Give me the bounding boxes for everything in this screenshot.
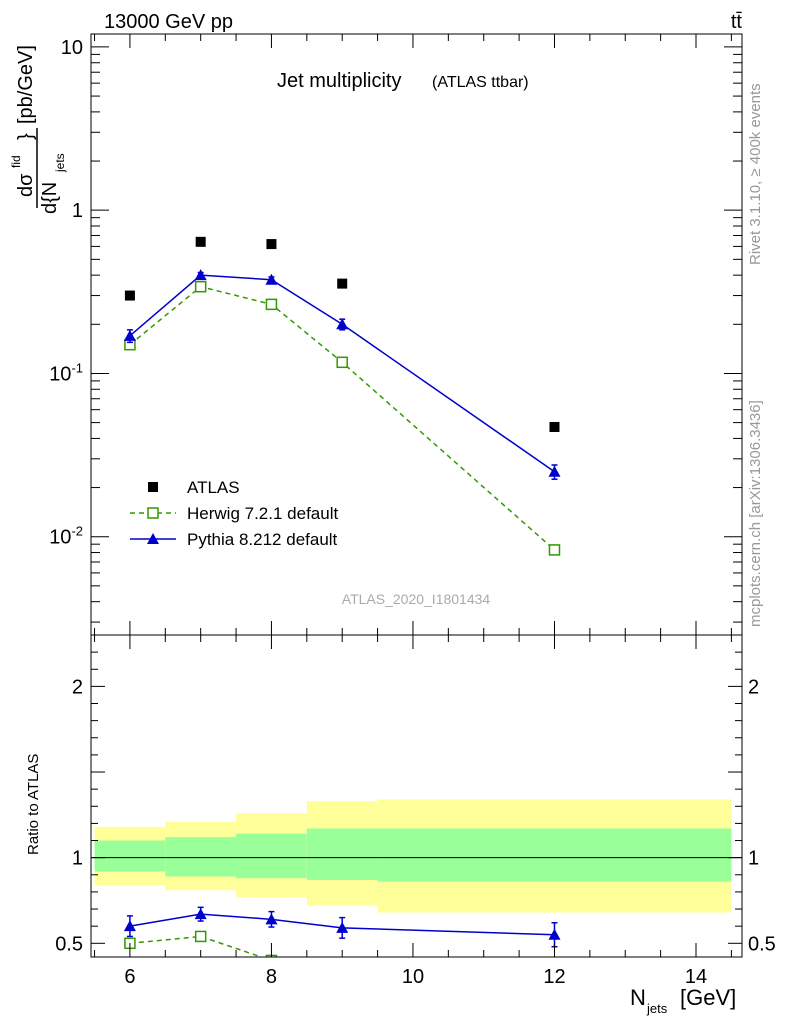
- herwig-point: [194, 280, 207, 293]
- legend-marker-pythia: [147, 533, 159, 544]
- main-y-axis-title: dσ fid d{N jets } [pb/GeV]: [9, 45, 67, 214]
- x-tick-label: 10: [402, 966, 424, 988]
- ratio-y-tick-label-right: 2: [748, 676, 759, 698]
- ratio-plot-frame: [90, 634, 743, 958]
- x-title-main: N: [630, 985, 646, 1010]
- y-title-sup: fid: [9, 155, 23, 168]
- process-label: tt̄: [731, 11, 743, 33]
- inner-uncertainty-band: [165, 837, 237, 877]
- ratio-plot-panel: 6 8 10 12 140.5 0.51 12 2: [55, 634, 776, 1003]
- legend-marker-herwig: [147, 507, 159, 519]
- y-title-units: [pb/GeV]: [15, 45, 37, 124]
- main-y-tick-label: 10-2: [49, 524, 83, 549]
- herwig-ratio-point: [337, 967, 347, 977]
- inner-uncertainty-band: [377, 828, 732, 882]
- herwig-point: [265, 298, 278, 311]
- legend-label-pythia: Pythia 8.212 default: [187, 530, 338, 549]
- legend-marker-atlas: [148, 482, 158, 492]
- main-chart-subtitle: (ATLAS ttbar): [432, 74, 529, 91]
- y-title-sub: jets: [53, 153, 67, 173]
- analysis-id-label: ATLAS_2020_I1801434: [342, 591, 491, 607]
- atlas-point: [266, 239, 277, 250]
- y-title-close: }: [15, 133, 37, 140]
- energy-label: 13000 GeV pp: [104, 11, 233, 33]
- main-plot-panel: 10-2 10-1 1 10 Jet multiplicity (ATLAS ttba…: [49, 33, 743, 636]
- legend-label-herwig: Herwig 7.2.1 default: [187, 504, 338, 523]
- pythia-point: [194, 269, 207, 281]
- herwig-ratio-line: [129, 935, 264, 957]
- ratio-y-tick-label: 2: [72, 676, 83, 698]
- main-y-tick-label: 10: [61, 37, 83, 59]
- legend: ATLAS Herwig 7.2.1 default Pythia 8.212 de…: [130, 478, 338, 549]
- main-y-tick-label: 1: [72, 200, 83, 222]
- herwig-point: [548, 544, 561, 556]
- atlas-point: [549, 421, 560, 432]
- legend-label-atlas: ATLAS: [187, 478, 240, 497]
- pythia-ratio-point: [194, 908, 207, 920]
- pythia-ratio-point: [548, 928, 561, 940]
- pythia-ratio-point: [265, 913, 278, 925]
- mcplots-label: mcplots.cern.ch [arXiv:1306.3436]: [747, 400, 764, 627]
- rivet-version-label: Rivet 3.1.10, ≥ 400k events: [747, 83, 764, 265]
- atlas-point: [195, 236, 206, 247]
- main-chart-title: Jet multiplicity: [277, 70, 401, 92]
- inner-uncertainty-band: [236, 833, 307, 879]
- x-tick-label: 12: [543, 966, 565, 988]
- x-tick-label: 8: [266, 966, 277, 988]
- pythia-line: [129, 274, 555, 473]
- y-title-denominator: d{N: [39, 182, 61, 214]
- ratio-y-tick-label: 1: [72, 848, 83, 870]
- inner-uncertainty-band: [306, 828, 378, 880]
- pythia-ratio-point: [336, 921, 349, 933]
- atlas-point: [337, 278, 348, 289]
- x-tick-label: 6: [124, 966, 135, 988]
- ratio-y-tick-label-right: 0.5: [748, 933, 776, 955]
- atlas-point: [124, 290, 135, 301]
- x-title-sub: jets: [646, 1001, 668, 1016]
- ratio-y-tick-label: 0.5: [55, 933, 83, 955]
- pythia-point: [123, 329, 136, 341]
- herwig-ratio-point: [194, 930, 207, 943]
- pythia-point: [336, 318, 349, 330]
- main-y-tick-label: 10-1: [49, 360, 83, 385]
- x-tick-label: 14: [685, 966, 707, 988]
- inner-uncertainty-band: [94, 840, 166, 872]
- pythia-ratio-point: [123, 920, 136, 932]
- x-title-units: [GeV]: [680, 985, 736, 1010]
- ratio-y-tick-label-right: 1: [748, 848, 759, 870]
- herwig-point: [336, 356, 348, 369]
- herwig-ratio-point: [549, 993, 559, 1003]
- pythia-point: [265, 273, 278, 285]
- x-axis-title: N jets [GeV]: [630, 985, 736, 1016]
- y-title-numerator: dσ: [15, 173, 37, 197]
- ratio-y-axis-title: Ratio to ATLAS: [25, 754, 42, 855]
- pythia-point: [548, 465, 561, 477]
